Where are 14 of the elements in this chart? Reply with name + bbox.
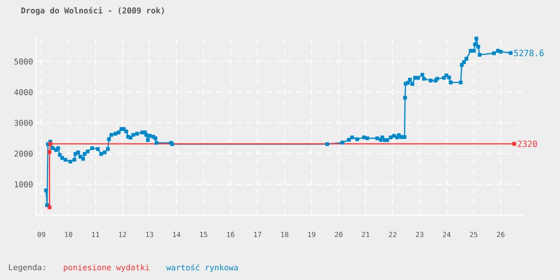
- y-tick-label: 2000: [14, 150, 33, 157]
- annotation: 5278.6: [514, 50, 544, 56]
- point: [512, 142, 516, 146]
- y-tick-label: 5000: [14, 58, 33, 65]
- y-tick-label: 4000: [14, 89, 33, 96]
- y-tick-label: 3000: [14, 120, 33, 126]
- text: poniesione wydatki: [64, 264, 150, 272]
- point: [48, 205, 52, 210]
- point: [48, 150, 52, 154]
- y-tick-label: 1000: [14, 181, 33, 188]
- text: wartość rynkowa: [166, 264, 238, 272]
- annotation: 2320: [518, 140, 537, 148]
- legend-title: Legenda:: [9, 264, 45, 272]
- chart-title: Droga do Wolności - (2009 rok): [21, 6, 164, 16]
